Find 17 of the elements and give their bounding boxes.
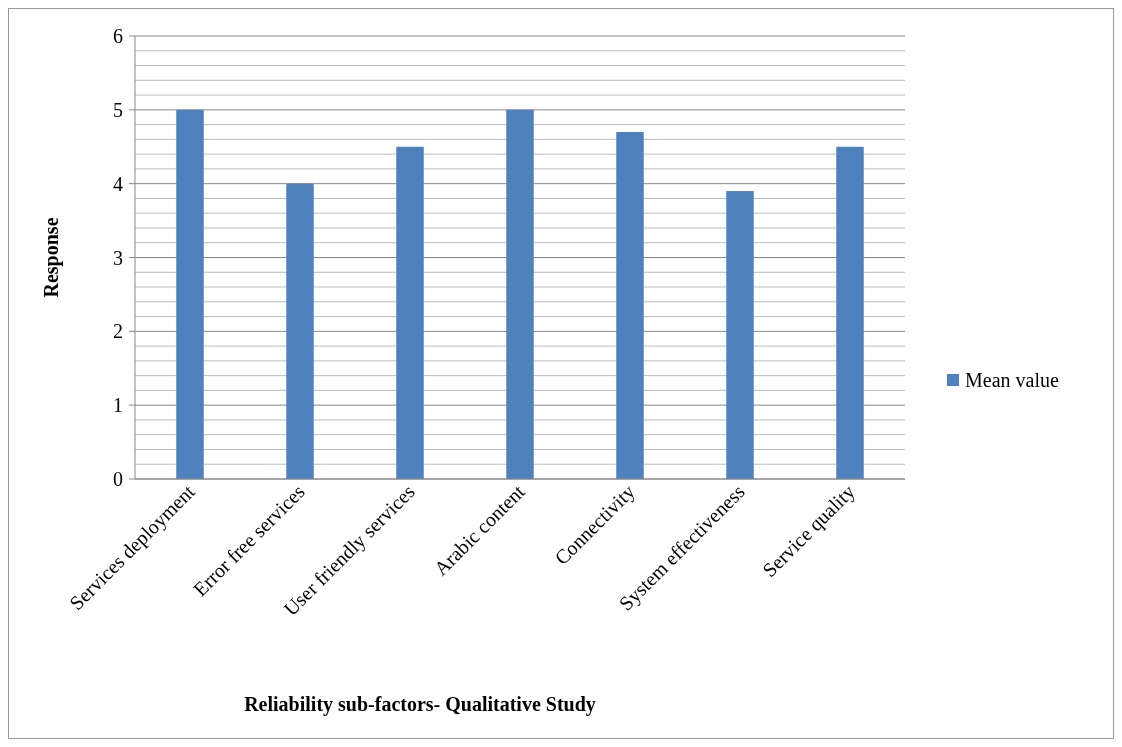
y-tick-label: 4 <box>113 172 123 195</box>
bar <box>726 191 754 479</box>
legend-label: Mean value <box>965 369 1059 391</box>
x-axis-title: Reliability sub-factors- Qualitative Study <box>244 693 596 716</box>
y-tick-label: 1 <box>113 394 123 417</box>
bar <box>506 109 534 479</box>
bar <box>396 146 424 479</box>
y-tick-label: 0 <box>113 468 123 490</box>
y-tick-label: 2 <box>113 320 123 343</box>
y-tick-label: 3 <box>113 246 123 269</box>
y-tick-label: 5 <box>113 98 123 121</box>
y-tick-label: 6 <box>113 25 123 47</box>
y-axis-title: Response <box>40 217 63 298</box>
bar <box>286 183 314 479</box>
bar <box>836 146 864 479</box>
bar <box>616 131 644 479</box>
bar <box>176 109 204 479</box>
